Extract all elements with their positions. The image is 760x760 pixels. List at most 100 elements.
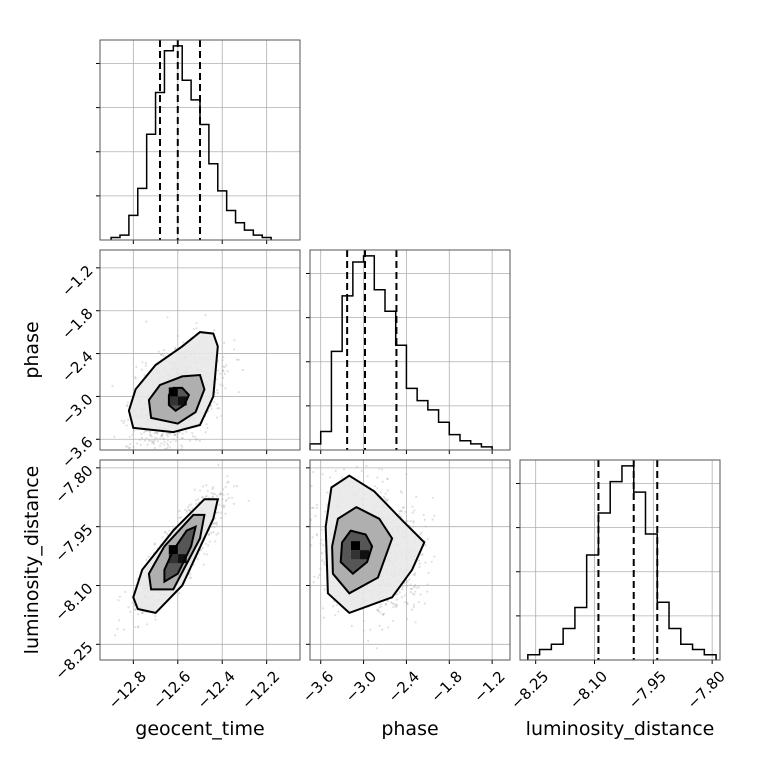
scatter-point bbox=[311, 536, 314, 539]
scatter-point bbox=[213, 400, 216, 404]
scatter-point bbox=[293, 537, 295, 539]
scatter-point bbox=[400, 510, 403, 513]
scatter-point bbox=[147, 439, 151, 442]
x-tick-label-phase: −1.2 bbox=[470, 667, 508, 705]
scatter-point bbox=[307, 590, 309, 592]
scatter-point bbox=[137, 625, 140, 628]
scatter-point bbox=[211, 495, 214, 498]
scatter-point bbox=[296, 521, 298, 523]
scatter-point bbox=[409, 520, 412, 523]
scatter-point bbox=[178, 509, 181, 512]
scatter-point bbox=[181, 445, 184, 448]
scatter-point bbox=[406, 520, 409, 523]
scatter-point bbox=[195, 502, 198, 505]
scatter-point bbox=[381, 628, 384, 631]
contour-line-1 bbox=[163, 524, 198, 584]
scatter-point bbox=[191, 431, 194, 435]
y-axis-label-luminosity-distance: luminosity_distance bbox=[21, 466, 43, 655]
scatter-point bbox=[151, 440, 154, 443]
scatter-point bbox=[318, 573, 321, 577]
scatter-point bbox=[236, 485, 239, 488]
scatter-point bbox=[215, 533, 218, 536]
scatter-point bbox=[113, 435, 116, 438]
scatter-point bbox=[207, 544, 210, 547]
contour-line-3 bbox=[324, 474, 426, 615]
scatter-point bbox=[190, 576, 193, 579]
scatter-point bbox=[412, 603, 415, 606]
scatter-point bbox=[343, 468, 346, 471]
scatter-point bbox=[414, 590, 417, 593]
scatter-point bbox=[178, 516, 181, 519]
x-tick-label-luminosity-distance: −7.95 bbox=[625, 667, 670, 712]
scatter-point bbox=[310, 484, 313, 488]
scatter-point bbox=[137, 613, 140, 616]
scatter-point bbox=[153, 542, 157, 545]
scatter-point bbox=[141, 611, 144, 615]
panel-frame bbox=[519, 459, 721, 661]
scatter-point bbox=[160, 434, 163, 437]
scatter-point bbox=[212, 531, 215, 534]
scatter-point bbox=[411, 608, 414, 611]
scatter-point bbox=[355, 465, 358, 468]
scatter-point bbox=[190, 503, 193, 506]
scatter-point bbox=[181, 436, 184, 440]
scatter-point bbox=[174, 347, 177, 350]
scatter-point bbox=[322, 616, 325, 619]
scatter-point bbox=[143, 453, 145, 455]
panel-frame bbox=[309, 459, 511, 661]
scatter-point bbox=[173, 433, 176, 436]
scatter-point bbox=[180, 437, 183, 440]
density-peak-cell bbox=[351, 541, 360, 551]
scatter-point bbox=[223, 341, 226, 344]
density-peak-cell bbox=[360, 550, 369, 560]
scatter-point bbox=[206, 553, 209, 556]
scatter-point bbox=[422, 513, 425, 517]
scatter-point bbox=[225, 364, 228, 367]
scatter-point bbox=[202, 563, 205, 566]
scatter-point bbox=[305, 513, 307, 515]
scatter-point bbox=[303, 524, 305, 526]
scatter-point bbox=[399, 490, 402, 493]
histogram-step-geocent-time bbox=[110, 45, 272, 240]
scatter-point bbox=[131, 601, 134, 604]
scatter-point bbox=[219, 492, 222, 495]
scatter-point bbox=[384, 497, 387, 500]
scatter-point bbox=[378, 606, 381, 609]
scatter-point bbox=[321, 559, 324, 562]
scatter-point bbox=[226, 493, 229, 496]
scatter-point bbox=[427, 571, 430, 575]
x-axis-label-phase: phase bbox=[381, 718, 438, 740]
scatter-point bbox=[210, 452, 212, 454]
scatter-point bbox=[323, 563, 326, 566]
scatter-point bbox=[144, 439, 147, 442]
scatter-point bbox=[424, 561, 427, 564]
scatter-point bbox=[377, 609, 380, 613]
scatter-point bbox=[169, 440, 172, 443]
x-tick-label-geocent-time: −12.4 bbox=[194, 667, 239, 712]
scatter-point bbox=[140, 452, 142, 454]
scatter-point bbox=[375, 647, 378, 650]
scatter-point bbox=[188, 504, 191, 507]
scatter-point bbox=[135, 454, 137, 456]
scatter-point bbox=[412, 521, 415, 524]
scatter-point bbox=[219, 383, 222, 386]
scatter-point bbox=[160, 433, 163, 437]
x-tick-label-phase: −3.0 bbox=[342, 667, 380, 705]
scatter-point bbox=[304, 558, 306, 560]
scatter-point bbox=[417, 586, 420, 589]
scatter-point bbox=[165, 433, 168, 436]
scatter-point bbox=[141, 611, 144, 615]
scatter-point bbox=[211, 487, 214, 490]
scatter-point bbox=[174, 433, 177, 436]
scatter-point bbox=[323, 588, 326, 591]
scatter-point bbox=[424, 544, 427, 547]
scatter-point bbox=[154, 618, 157, 621]
scatter-point bbox=[146, 450, 148, 452]
scatter-point bbox=[366, 475, 369, 478]
scatter-point bbox=[205, 484, 208, 487]
scatter-point bbox=[134, 626, 137, 629]
scatter-point bbox=[386, 498, 389, 501]
contour-line-1 bbox=[339, 529, 374, 576]
scatter-point bbox=[167, 432, 170, 435]
scatter-point bbox=[386, 477, 389, 480]
